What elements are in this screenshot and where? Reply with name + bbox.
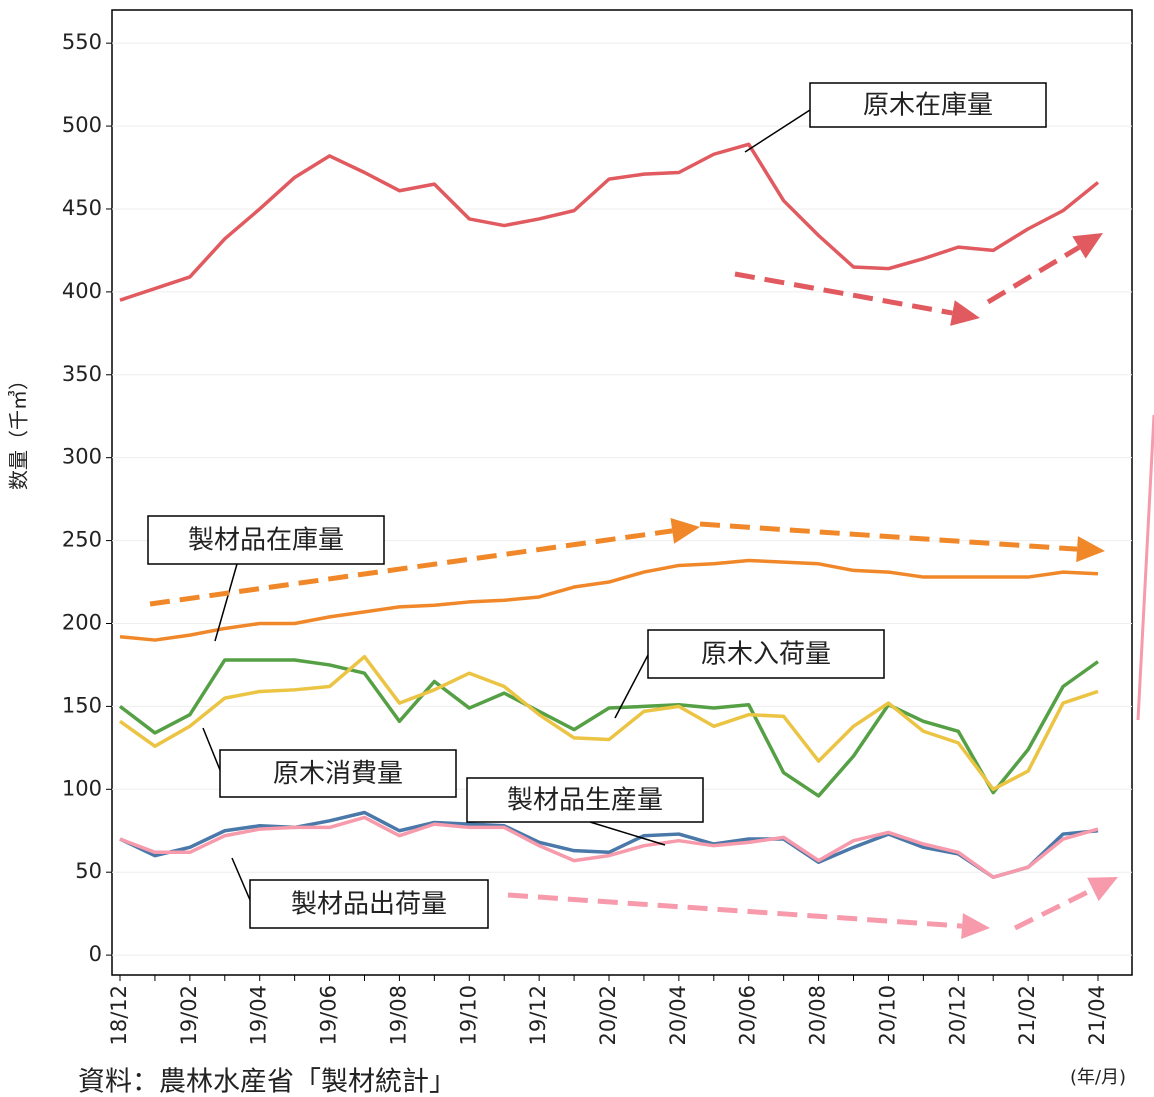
x-tick-label: 19/06 [317, 985, 341, 1046]
trend-arrow [986, 245, 1081, 305]
callout-box [219, 749, 457, 798]
callout-leader [202, 727, 221, 771]
x-tick-label: 21/04 [1085, 985, 1109, 1046]
x-tick-label: 21/02 [1015, 985, 1039, 1046]
x-tick-label: 20/08 [806, 985, 830, 1046]
x-tick-label: 20/12 [945, 985, 969, 1046]
series-line [119, 142, 1100, 302]
series-line [119, 815, 1099, 879]
y-tick-label: 150 [62, 693, 102, 717]
callout-label: 製材品出荷量 [291, 890, 447, 920]
arrow-head [670, 518, 700, 544]
callout-label: 原木消費量 [273, 759, 403, 789]
series-line [118, 654, 1099, 792]
y-tick-label: 200 [62, 610, 102, 634]
trend-arrow [699, 521, 1078, 552]
x-tick-label: 18/12 [107, 985, 131, 1046]
x-tick-label: 19/04 [247, 985, 271, 1046]
y-tick-label: 100 [62, 776, 102, 800]
arrow-head [1087, 877, 1118, 902]
callout-leader [231, 857, 251, 901]
callout-label: 原木入荷量 [701, 640, 831, 670]
x-tick-label: 19/08 [386, 985, 410, 1046]
arrow-head [1072, 233, 1103, 259]
callout-leader [744, 109, 811, 153]
y-tick-label: 500 [62, 113, 102, 137]
arrow-head [961, 913, 990, 940]
plot-frame [111, 9, 1133, 976]
callout-leader [589, 821, 666, 846]
callout-label: 製材品生産量 [507, 786, 663, 816]
callout-leader [614, 654, 649, 719]
callout-label: 製材品在庫量 [188, 526, 344, 556]
callout-leader [214, 563, 238, 642]
trend-line [1136, 414, 1154, 721]
x-tick-label: 20/04 [666, 985, 690, 1046]
x-tick-label: 20/02 [596, 985, 620, 1046]
callout-label: 原木在庫量 [863, 91, 993, 121]
y-tick-label: 400 [62, 279, 102, 303]
x-tick-label: 20/06 [736, 985, 760, 1046]
arrow-head [1076, 536, 1105, 563]
x-tick-label: 19/10 [456, 985, 480, 1046]
y-tick-label: 550 [62, 30, 102, 54]
callout-box [249, 879, 489, 929]
y-tick-label: 300 [62, 445, 102, 469]
y-tick-label: 350 [62, 362, 102, 386]
callout-box [147, 515, 385, 565]
y-axis-label: 数量（千㎥） [7, 370, 31, 490]
trend-arrow [507, 892, 963, 929]
y-tick-label: 450 [62, 196, 102, 220]
trend-arrow [149, 528, 673, 607]
callout-box [809, 82, 1047, 128]
y-tick-label: 0 [89, 942, 102, 966]
x-tick-label: 19/02 [177, 985, 201, 1046]
x-tick-label: 19/12 [526, 985, 550, 1046]
source-note: 資料：農林水産省「製材統計」 [78, 1067, 456, 1097]
y-tick-label: 50 [75, 859, 102, 883]
x-tick-label: 20/10 [875, 985, 899, 1046]
y-tick-label: 250 [62, 528, 102, 552]
series-line [118, 658, 1100, 798]
callout-box [466, 777, 704, 823]
arrow-head [950, 300, 980, 326]
x-unit: (年/月) [1070, 1067, 1126, 1088]
trend-arrow [1013, 887, 1095, 931]
series-line [119, 558, 1099, 642]
trend-arrow [734, 271, 953, 316]
callout-box [647, 629, 885, 679]
